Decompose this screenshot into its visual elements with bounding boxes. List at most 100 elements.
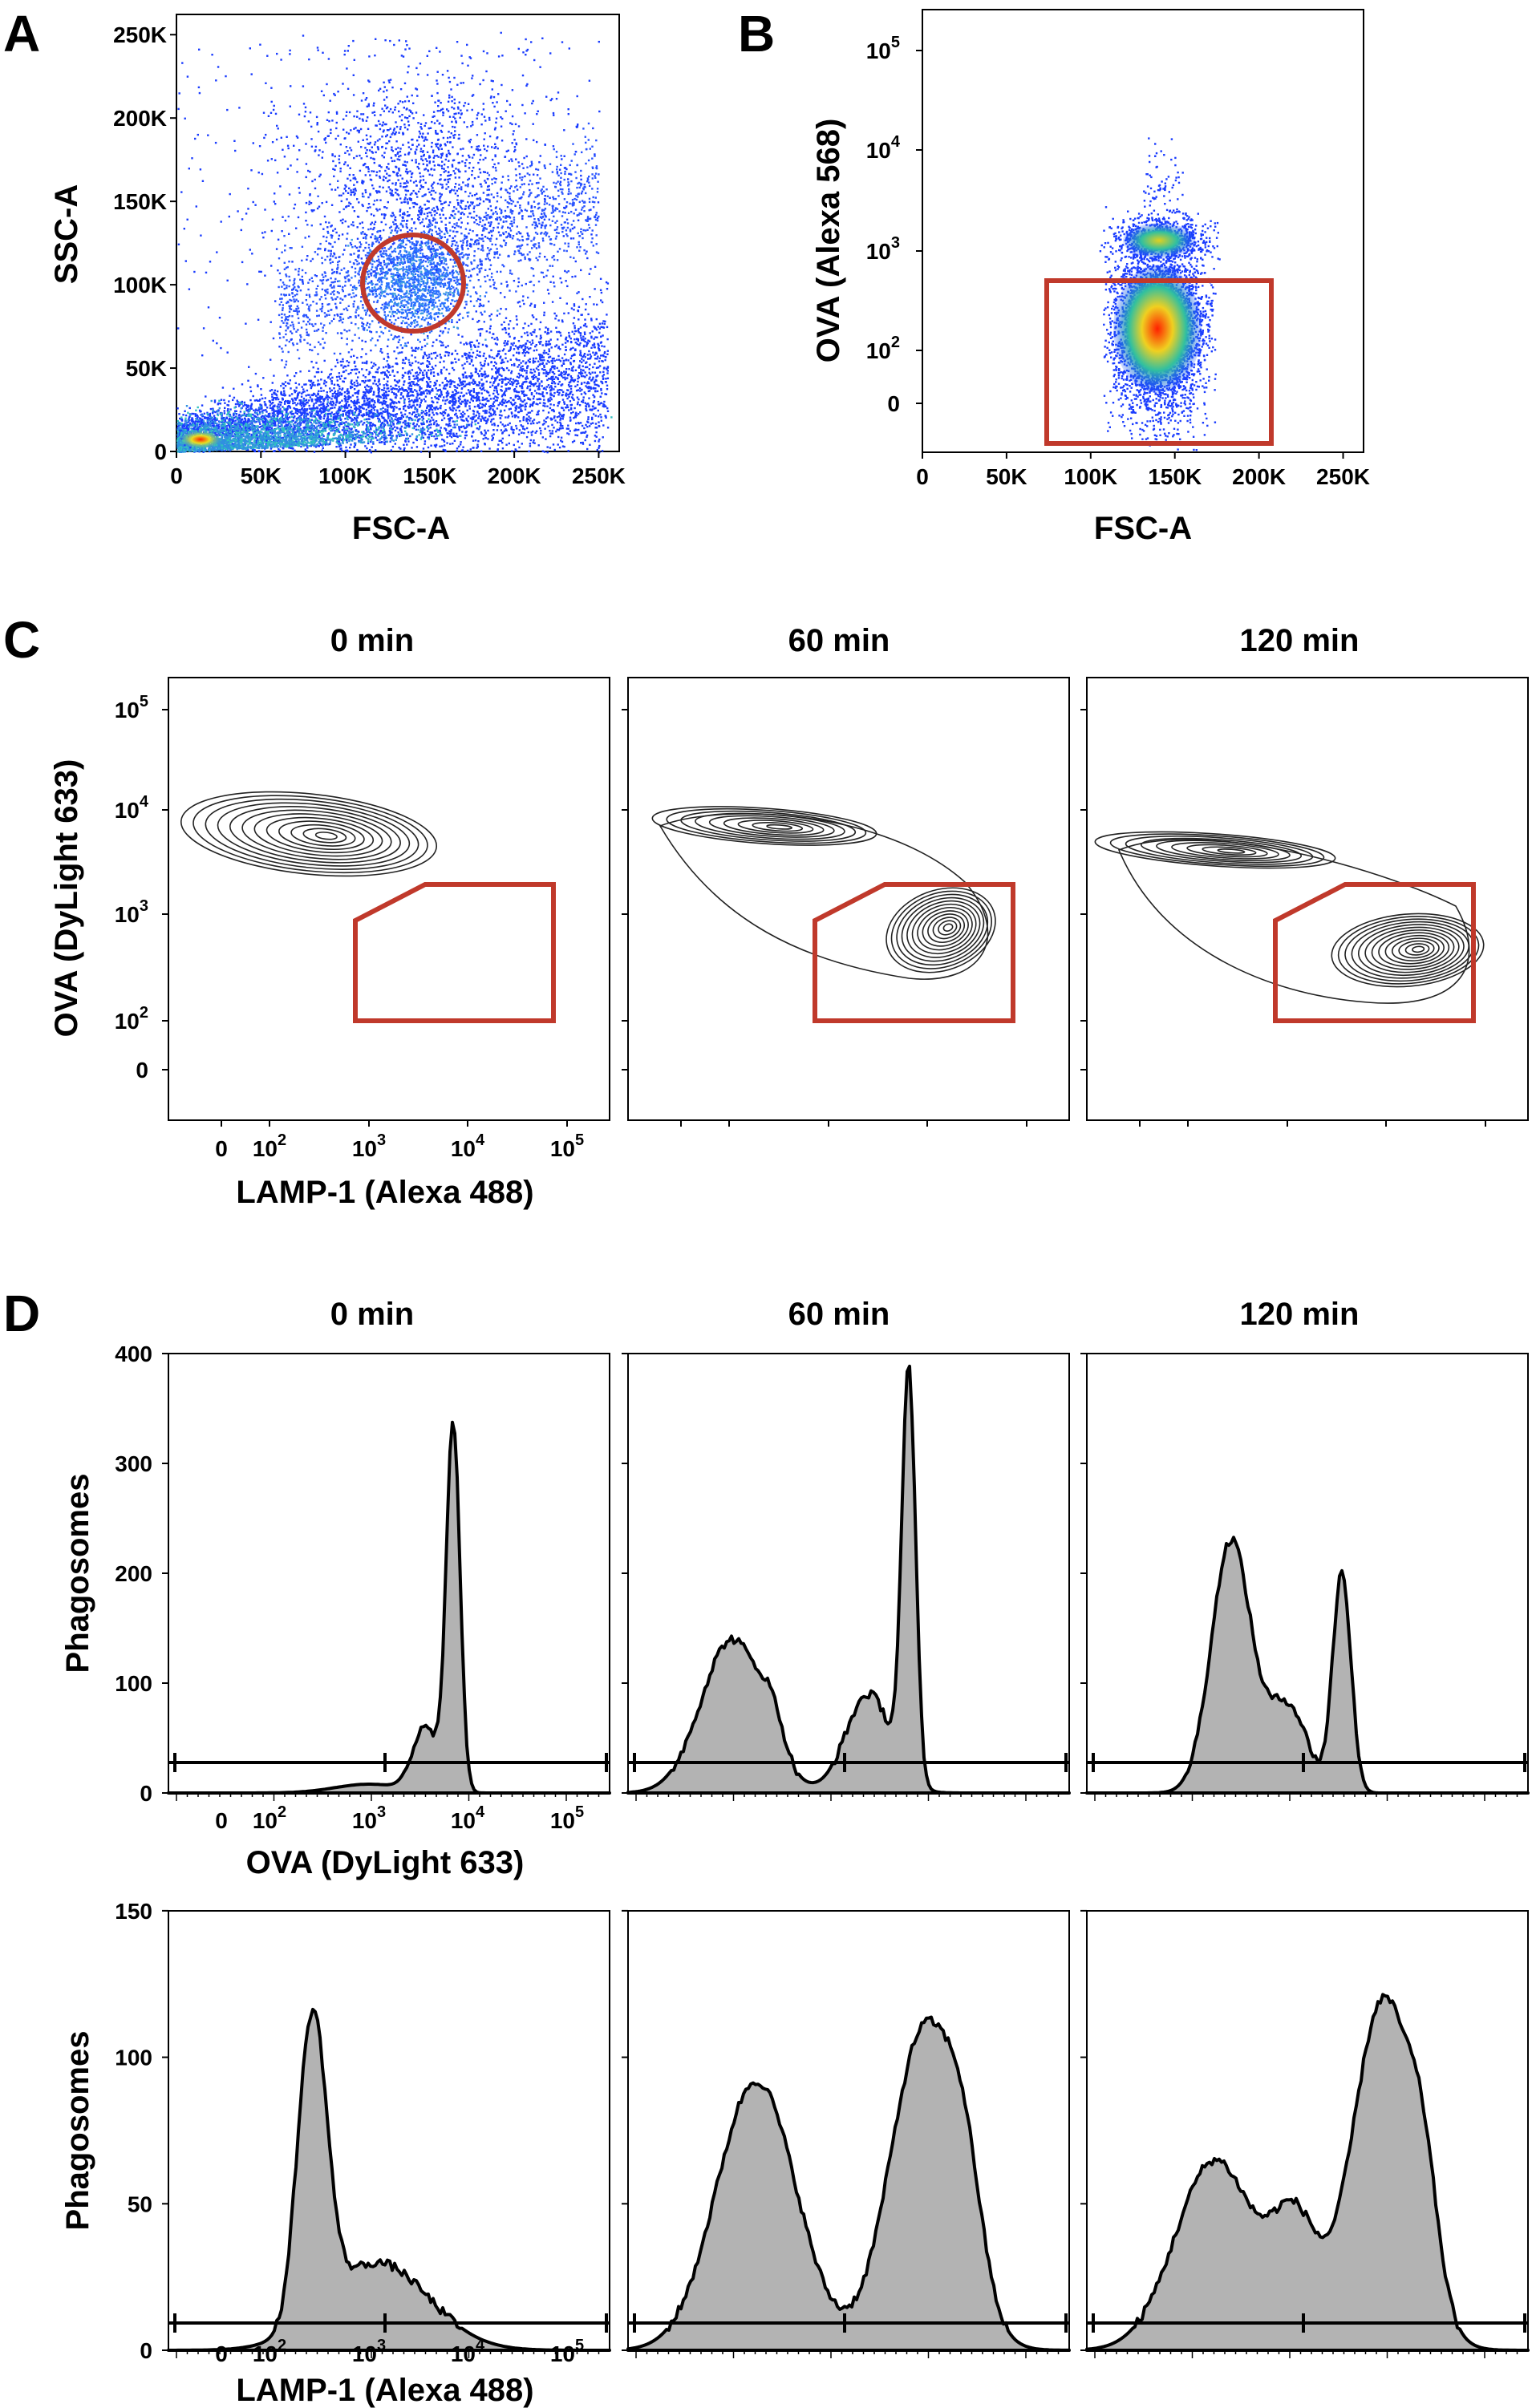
panel-label-a: A [3, 5, 40, 63]
panel-c-contour-60min-upper [737, 820, 814, 834]
panel-a-x-tick-label: 0 [170, 463, 183, 488]
panel-b-x-tick-label: 250K [1316, 464, 1370, 489]
panel-c-contour-60min-lower [942, 923, 954, 932]
panel-c-contour-60min-outer [659, 813, 989, 980]
panel-d-histograms [167, 1364, 1530, 2352]
panel-c-contour-120min-lower [1404, 943, 1430, 956]
panel-c-y-tick-label: 104 [115, 793, 149, 823]
panel-d-ova-y-tick-label: 200 [115, 1561, 152, 1586]
panel-d-lamp1-hist-60min [626, 2015, 1071, 2352]
panel-b-y-tick-label: 103 [866, 234, 900, 264]
panel-c-contour-0min [253, 813, 383, 857]
panel-c-contour-60min-upper [752, 821, 804, 832]
panel-c-x-tick-label: 103 [352, 1131, 386, 1161]
panel-c-contour-120min-lower [1384, 934, 1445, 965]
panel-b-x-tick-label: 50K [986, 464, 1027, 489]
panel-c-contour-60min-lower [938, 920, 958, 936]
panel-d-lamp1-hist-120min [1085, 1993, 1530, 2352]
panel-c-contour-120min-upper [1202, 846, 1257, 856]
panel-d-lamp1-x-label: LAMP-1 (Alexa 488) [236, 2373, 533, 2408]
panel-b-main-population [1113, 265, 1202, 393]
panel-c-contour-0min [205, 798, 419, 870]
panel-d-ova-hist-120min [1085, 1536, 1530, 1795]
panel-c-contour-120min-upper [1094, 831, 1336, 869]
panel-a-x-tick-label: 250K [572, 463, 626, 488]
panel-label-d: D [3, 1285, 40, 1342]
panel-c-contours [180, 791, 1485, 1004]
panel-b-x-tick-label: 100K [1064, 464, 1117, 489]
panel-c-contour-120min-lower [1398, 940, 1435, 959]
panel-d-ova-x-tick-label: 0 [215, 1808, 228, 1833]
panel-a-y-tick-label: 200K [113, 106, 167, 131]
panel-c-x-tick-label: 0 [215, 1136, 228, 1161]
panel-c-contour-120min-upper [1109, 833, 1325, 868]
panel-c-contour-0min [217, 802, 411, 867]
panel-c-plots: 0 min 60 min 120 min 0 102 103 104 105 0 102 10… [49, 623, 1529, 1210]
panel-a-y-tick-label: 0 [154, 439, 167, 464]
panel-d-lamp1-x-tick-label: 103 [352, 2337, 386, 2366]
panel-c-contour-60min-upper [651, 806, 877, 846]
panel-d-ova-hist-0min [167, 1420, 611, 1795]
panel-d-title-120min: 120 min [1240, 1297, 1360, 1332]
panel-a-x-tick-label: 100K [318, 463, 372, 488]
panel-c-contour-60min-lower [922, 910, 969, 947]
panel-a-y-tick-label: 250K [113, 22, 167, 47]
panel-b-gate-rectangle [1044, 278, 1274, 446]
panel-c-contour-60min-lower [927, 913, 966, 944]
panel-c-gate-0min [353, 882, 556, 1023]
panel-d-ova-frame-120min [1086, 1353, 1529, 1794]
panel-d-lamp1-x-tick-label: 0 [215, 2341, 228, 2366]
panel-a-x-label: FSC-A [352, 511, 450, 546]
panel-c-contour-120min-outer [1117, 839, 1470, 1004]
panel-c-y-tick-label: 105 [115, 693, 148, 722]
panel-b-y-tick-label: 104 [866, 133, 901, 163]
panel-c-contour-120min-upper [1171, 842, 1279, 860]
panel-c-contour-0min [241, 809, 392, 860]
panel-c-contour-60min-upper [666, 807, 867, 844]
panel-b-y-tick-label: 102 [866, 334, 900, 363]
panel-c-contour-60min-lower [932, 917, 962, 940]
panel-a-y-label: SSC-A [49, 184, 84, 284]
panel-c-title-120min: 120 min [1240, 623, 1360, 658]
panel-d-ova-y-tick-label: 100 [115, 1671, 152, 1696]
panel-c-contour-120min-upper [1217, 848, 1246, 854]
panel-a-y-tick-label: 150K [113, 189, 167, 214]
panel-a-y-tick-label: 100K [113, 273, 167, 297]
panel-a-scatter-points [176, 31, 613, 454]
panel-c-contour-120min-lower [1412, 945, 1425, 953]
panel-c-contour-0min [278, 820, 365, 850]
panel-b-y-tick-label: 0 [887, 391, 900, 416]
panel-d-ova-y-tick-label: 400 [115, 1342, 152, 1366]
panel-c-contour-0min [290, 824, 356, 847]
panel-c-title-60min: 60 min [788, 623, 890, 658]
panel-b-x-tick-label: 150K [1148, 464, 1202, 489]
panel-d-lamp1-y-tick-label: 50 [128, 2191, 152, 2216]
panel-d-ova-y-label: Phagosomes [60, 1474, 95, 1673]
panel-d-ova-x-label: OVA (DyLight 633) [246, 1845, 525, 1880]
panel-c-x-label: LAMP-1 (Alexa 488) [236, 1175, 533, 1210]
panel-a-x-tick-label: 150K [403, 463, 456, 488]
panel-b-frame [922, 9, 1364, 453]
panel-c-contour-120min-lower [1337, 916, 1480, 985]
panel-d-ova-x-tick-label: 104 [451, 1803, 485, 1833]
panel-d-ova-frame-0min [168, 1353, 610, 1794]
panel-a-x-tick-label: 200K [488, 463, 541, 488]
panel-b-x-label: FSC-A [1094, 511, 1192, 546]
panel-c-frame-0min [168, 677, 610, 1121]
panel-b-y-label: OVA (Alexa 568) [811, 119, 846, 363]
panel-d-lamp1-y-tick-label: 150 [115, 1899, 152, 1924]
panel-a-debris-hotspot [178, 430, 223, 449]
panel-d-lamp1-y-tick-label: 0 [140, 2338, 152, 2363]
panel-a-y-tick-label: 50K [126, 356, 167, 381]
panel-a-plot: 0 50K 100K 150K 200K 250K 0 50K 100K 150K 200K 250K… [49, 14, 626, 546]
panel-c-title-0min: 0 min [330, 623, 414, 658]
panel-c-gate-60min [813, 882, 1015, 1023]
panel-c-contour-120min-lower [1357, 924, 1465, 977]
panel-c-y-label: OVA (DyLight 633) [49, 759, 84, 1038]
panel-c-contour-60min-upper [723, 817, 825, 836]
panel-d-plots: 0 min 60 min 120 min 0 100 200 300 400 0 50 100… [60, 1297, 1530, 2408]
panel-d-lamp1-x-tick-label: 104 [451, 2337, 485, 2366]
panel-c-contour-0min [229, 806, 401, 864]
panel-a-frame [176, 14, 620, 452]
